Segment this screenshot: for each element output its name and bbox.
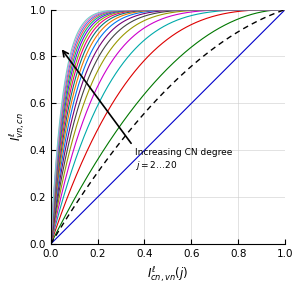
- Text: Increasing CN degree
$j = 2\ldots20$: Increasing CN degree $j = 2\ldots20$: [135, 148, 232, 172]
- Y-axis label: $I^{\ell}_{vn,cn}$: $I^{\ell}_{vn,cn}$: [7, 112, 27, 141]
- X-axis label: $I^{\ell}_{cn,vn}(j)$: $I^{\ell}_{cn,vn}(j)$: [147, 264, 189, 284]
